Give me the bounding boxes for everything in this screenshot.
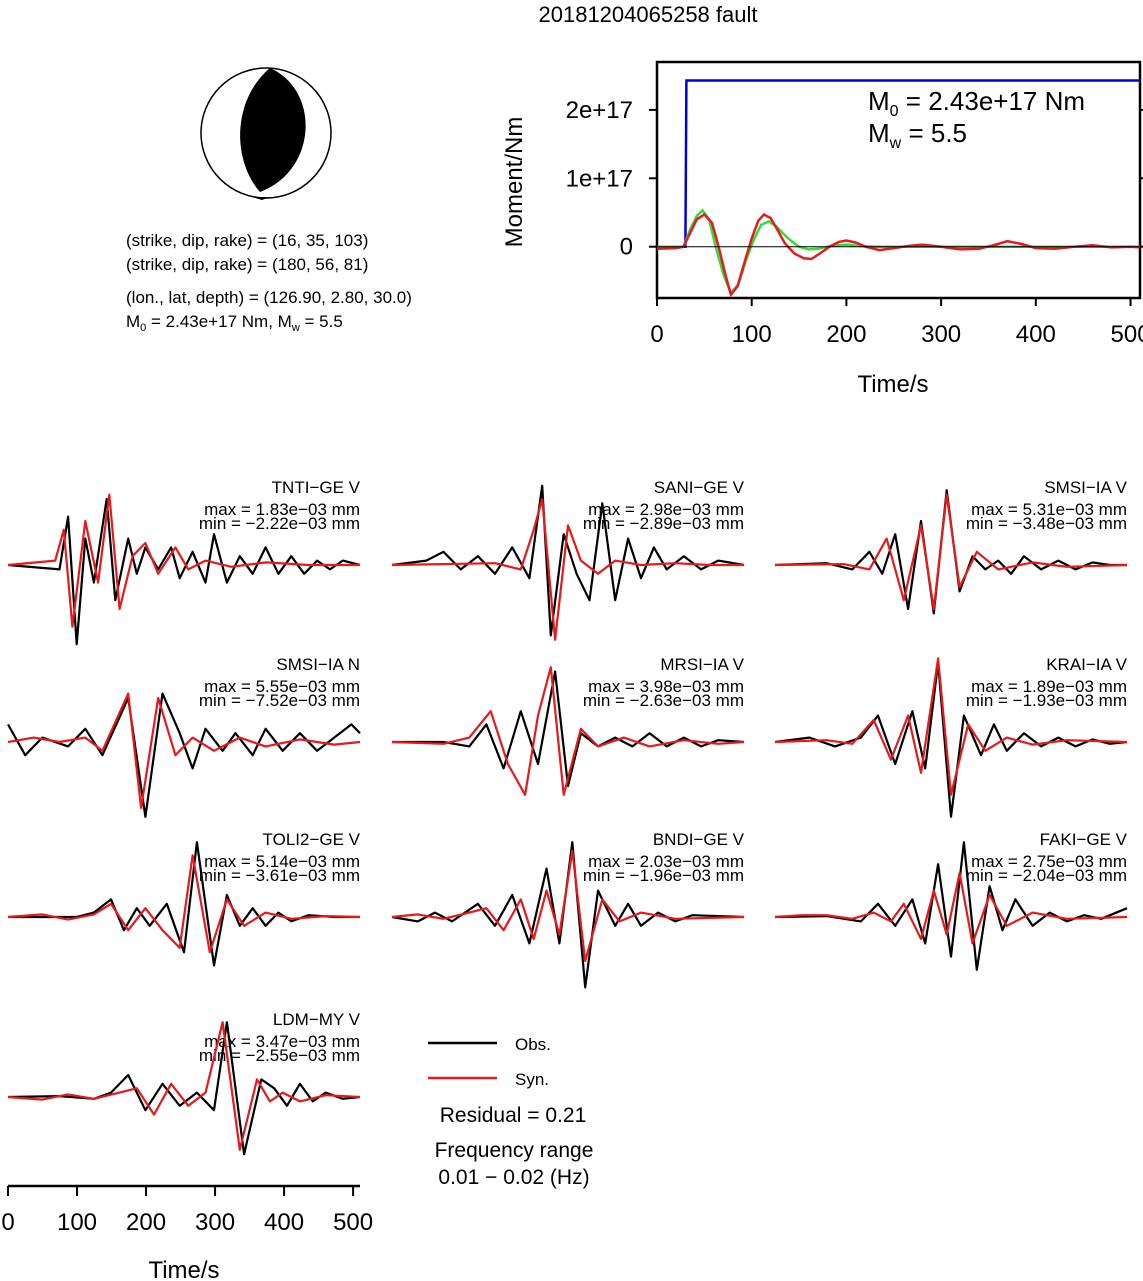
station-name: FAKI−GE V (1040, 830, 1128, 849)
station-min: min = −3.48e−03 mm (966, 514, 1127, 533)
station-min: min = −2.55e−03 mm (199, 1046, 360, 1065)
synthetic-waveform (774, 493, 1128, 611)
figure-title: 20181204065258 fault (539, 2, 758, 27)
focal-mechanism-beachball (200, 67, 332, 200)
moment-xtick-label: 100 (732, 321, 772, 348)
station-max: max = 3.47e−03 mm (204, 1032, 360, 1051)
waveform-xtick-label: 100 (57, 1209, 97, 1236)
moment-rate-red-line (656, 212, 1141, 298)
moment-ylabel: Moment/Nm (501, 117, 528, 248)
moment-xtick-label: 500 (1111, 321, 1143, 348)
moment-xtick-label: 300 (921, 321, 961, 348)
station-max: max = 1.83e−03 mm (204, 500, 360, 519)
station-max: max = 3.98e−03 mm (588, 677, 744, 696)
station-max: max = 2.98e−03 mm (588, 500, 744, 519)
station-min: min = −3.61e−03 mm (199, 866, 360, 885)
synthetic-waveform (391, 666, 745, 796)
waveform-xtick-label: 300 (195, 1209, 235, 1236)
synthetic-waveform (391, 849, 745, 963)
station-min: min = −1.96e−03 mm (583, 866, 744, 885)
synthetic-waveform (391, 497, 744, 641)
station-name: LDM−MY V (273, 1010, 361, 1029)
observed-waveform (391, 484, 745, 637)
station-min: min = −2.04e−03 mm (966, 866, 1127, 885)
moment-plot-frame (655, 60, 1142, 300)
station-name: TNTI−GE V (272, 478, 361, 497)
moment-xtick-label: 0 (650, 321, 663, 348)
station-name: TOLI2−GE V (263, 830, 361, 849)
nodal-plane-1-text: (strike, dip, rake) = (16, 35, 103) (126, 231, 368, 250)
moment-summary-text: M0 = 2.43e+17 Nm, Mw = 5.5 (126, 312, 343, 334)
moment-xtick-label: 400 (1016, 321, 1056, 348)
station-max: max = 5.55e−03 mm (204, 677, 360, 696)
waveform-time-axis: 0 100 200 300 400 500 Time/s (1, 1184, 373, 1281)
station-min: min = −7.52e−03 mm (199, 691, 360, 710)
moment-mw-annotation: Mw = 5.5 (868, 118, 967, 152)
station-min: min = −1.93e−03 mm (966, 691, 1127, 710)
synthetic-waveform (7, 1021, 361, 1151)
moment-xtick-label: 200 (826, 321, 866, 348)
observed-waveform (774, 661, 1128, 818)
moment-xlabel: Time/s (857, 371, 928, 398)
residual-text: Residual = 0.21 (440, 1104, 587, 1127)
station-max: max = 5.14e−03 mm (204, 852, 360, 871)
frequency-range-value: 0.01 − 0.02 (Hz) (438, 1166, 589, 1189)
station-max: max = 1.89e−03 mm (971, 677, 1127, 696)
synthetic-waveform (7, 854, 361, 954)
observed-waveform (392, 670, 745, 788)
station-min: min = −2.63e−03 mm (583, 691, 744, 710)
waveform-xlabel: Time/s (148, 1257, 219, 1281)
station-name: BNDI−GE V (653, 830, 745, 849)
station-name: SANI−GE V (654, 478, 745, 497)
station-min: min = −2.22e−03 mm (199, 514, 360, 533)
waveform-xtick-label: 500 (333, 1209, 373, 1236)
waveform-xtick-label: 200 (126, 1209, 166, 1236)
moment-m0-annotation: M0 = 2.43e+17 Nm (868, 86, 1085, 120)
moment-ytick-label: 1e+17 (566, 165, 633, 192)
legend-obs-label: Obs. (515, 1035, 551, 1054)
waveform-legend: Obs. Syn. Residual = 0.21 Frequency rang… (428, 1035, 593, 1189)
frequency-range-label: Frequency range (435, 1139, 594, 1162)
moment-ytick-label: 2e+17 (566, 97, 633, 124)
observed-waveform (774, 841, 1128, 971)
station-name: MRSI−IA V (660, 655, 744, 674)
synthetic-waveform (7, 692, 361, 810)
waveform-xtick-label: 400 (264, 1209, 304, 1236)
moment-rate-green-line (657, 208, 1140, 296)
nodal-plane-2-text: (strike, dip, rake) = (180, 56, 81) (126, 255, 368, 274)
synthetic-waveform (7, 493, 360, 628)
station-name: KRAI−IA V (1046, 655, 1127, 674)
moment-ytick-label: 0 (620, 234, 633, 261)
location-text: (lon., lat, depth) = (126.90, 2.80, 30.0… (126, 288, 412, 307)
beachball-compressional-quadrant (240, 68, 306, 192)
station-name: SMSI−IA V (1044, 478, 1127, 497)
synthetic-waveform (774, 871, 1128, 945)
legend-syn-label: Syn. (515, 1070, 549, 1089)
station-min: min = −2.89e−03 mm (583, 514, 744, 533)
synthetic-waveform (774, 657, 1128, 796)
waveform-xtick-label: 0 (1, 1209, 14, 1236)
station-max: max = 5.31e−03 mm (971, 500, 1127, 519)
moment-function-plot: 0 100 200 300 400 500 0 1e+17 2e+17 Time/s Mome… (501, 60, 1143, 398)
station-name: SMSI−IA N (276, 655, 360, 674)
observed-waveform (8, 841, 360, 967)
beachball-small-lobe (252, 197, 270, 200)
station-max: max = 2.75e−03 mm (971, 852, 1127, 871)
observed-waveform (7, 692, 361, 818)
station-max: max = 2.03e−03 mm (588, 852, 744, 871)
